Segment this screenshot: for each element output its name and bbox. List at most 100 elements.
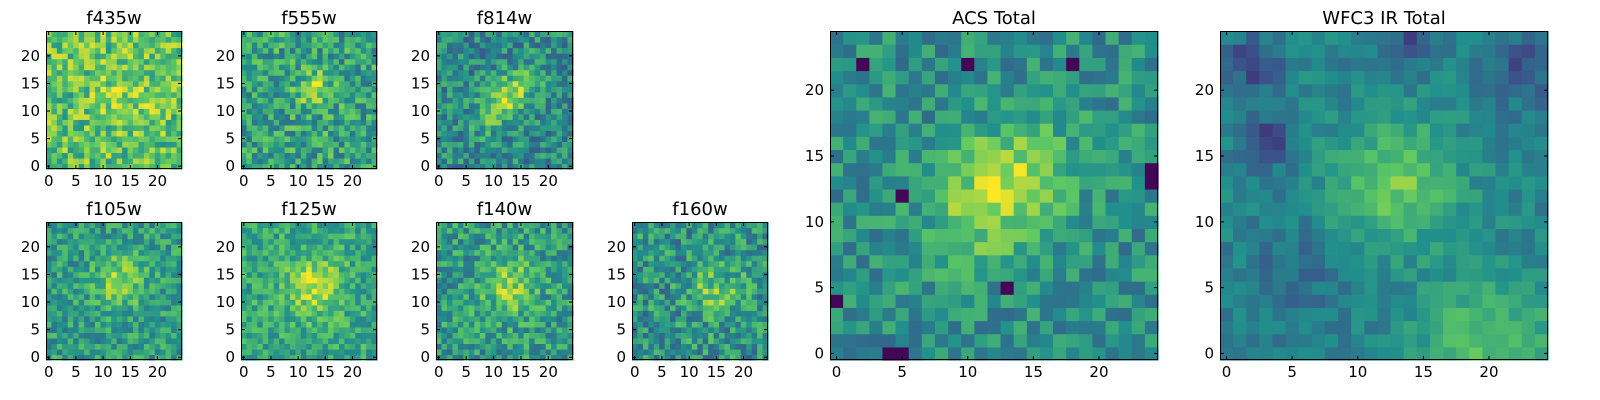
heatmap-cell <box>567 315 574 322</box>
heatmap-cell <box>485 36 492 43</box>
heatmap-cell <box>349 282 356 289</box>
heatmap-cell <box>512 47 519 54</box>
heatmap-cell <box>122 75 129 82</box>
heatmap-cell <box>295 299 302 306</box>
heatmap-cell <box>154 102 161 109</box>
heatmap-cell <box>562 233 569 240</box>
heatmap-cell <box>67 152 74 159</box>
heatmap-cell <box>143 75 150 82</box>
heatmap-cell <box>1092 254 1107 269</box>
heatmap-cell <box>653 227 660 234</box>
heatmap-cell <box>934 175 949 190</box>
heatmap-cell <box>1000 202 1015 216</box>
heatmap-cell <box>664 249 671 256</box>
heatmap-cell <box>56 91 63 98</box>
heatmap-cell <box>642 326 649 333</box>
heatmap-cell <box>165 304 172 311</box>
heatmap-cell <box>46 310 53 317</box>
heatmap-cell <box>165 354 172 361</box>
heatmap-cell <box>105 260 112 267</box>
heatmap-cell <box>540 80 547 87</box>
heatmap-cell <box>122 238 129 245</box>
heatmap-cell <box>468 36 475 43</box>
heatmap-cell <box>349 315 356 322</box>
heatmap-cell <box>105 249 112 256</box>
heatmap-cell <box>67 64 74 71</box>
heatmap-cell <box>116 119 123 126</box>
heatmap-cell <box>328 348 335 356</box>
heatmap-cell <box>100 135 107 142</box>
heatmap-cell <box>51 97 58 104</box>
heatmap-cell <box>171 124 178 131</box>
heatmap-cell <box>317 108 324 115</box>
heatmap-cell <box>328 42 335 49</box>
heatmap-cell <box>67 135 74 142</box>
heatmap-cell <box>551 47 558 54</box>
heatmap-cell <box>436 266 443 273</box>
heatmap-cell <box>143 277 150 284</box>
heatmap-cell <box>344 53 351 60</box>
heatmap-cell <box>523 91 530 98</box>
heatmap-cell <box>311 97 318 104</box>
heatmap-cell <box>116 299 123 306</box>
heatmap-cell <box>143 36 150 43</box>
heatmap-cell <box>127 75 134 82</box>
heatmap-cell <box>540 343 547 350</box>
heatmap-cell <box>474 244 481 251</box>
heatmap-cell <box>328 260 335 267</box>
heatmap-cell <box>46 64 53 71</box>
heatmap-cell <box>284 222 291 229</box>
heatmap-cell <box>507 277 514 284</box>
heatmap-cell <box>89 80 96 87</box>
heatmap-cell <box>306 53 313 60</box>
heatmap-cell <box>757 222 764 229</box>
heatmap-cell <box>62 75 69 82</box>
heatmap-cell <box>567 58 574 65</box>
heatmap-cell <box>78 163 85 170</box>
heatmap-cell <box>300 80 307 87</box>
heatmap-cell <box>289 271 296 278</box>
heatmap-cell <box>507 152 514 159</box>
heatmap-cell <box>67 47 74 54</box>
heatmap-cell <box>133 337 140 345</box>
heatmap-cell <box>78 271 85 278</box>
heatmap-cell <box>360 348 367 356</box>
heatmap-cell <box>468 321 475 328</box>
heatmap-cell <box>1144 281 1159 295</box>
heatmap-cell <box>284 113 291 120</box>
heatmap-cell <box>51 141 58 148</box>
heatmap-cell <box>78 124 85 131</box>
heatmap-cell <box>62 293 69 300</box>
heatmap-cell <box>675 227 682 234</box>
heatmap-cell <box>127 80 134 87</box>
heatmap-cell <box>869 307 884 322</box>
heatmap-cell <box>637 299 644 306</box>
heatmap-cell <box>567 47 574 54</box>
heatmap-cell <box>338 321 345 328</box>
heatmap-cell <box>485 310 492 317</box>
heatmap-cell <box>111 146 118 154</box>
heatmap-cell <box>366 249 373 256</box>
heatmap-cell <box>490 260 497 267</box>
heatmap-cell <box>642 288 649 295</box>
heatmap-cell <box>441 102 448 109</box>
heatmap-cell <box>133 108 140 115</box>
heatmap-cell <box>56 348 63 356</box>
heatmap-cell <box>84 47 91 54</box>
heatmap-cell <box>116 163 123 170</box>
heatmap-cell <box>713 337 720 345</box>
heatmap-cell <box>127 337 134 345</box>
heatmap-cell <box>94 119 101 126</box>
heatmap-cell <box>100 146 107 154</box>
heatmap-cell <box>273 293 280 300</box>
x-tick-label: 10 <box>94 172 113 190</box>
heatmap-cell <box>284 315 291 322</box>
heatmap-cell <box>311 321 318 328</box>
heatmap-cell <box>371 31 378 38</box>
heatmap-cell <box>463 130 470 137</box>
heatmap-cell <box>257 69 264 76</box>
heatmap-cell <box>642 271 649 278</box>
heatmap-cell <box>154 130 161 137</box>
heatmap-cell <box>355 354 362 361</box>
heatmap-cell <box>127 266 134 273</box>
